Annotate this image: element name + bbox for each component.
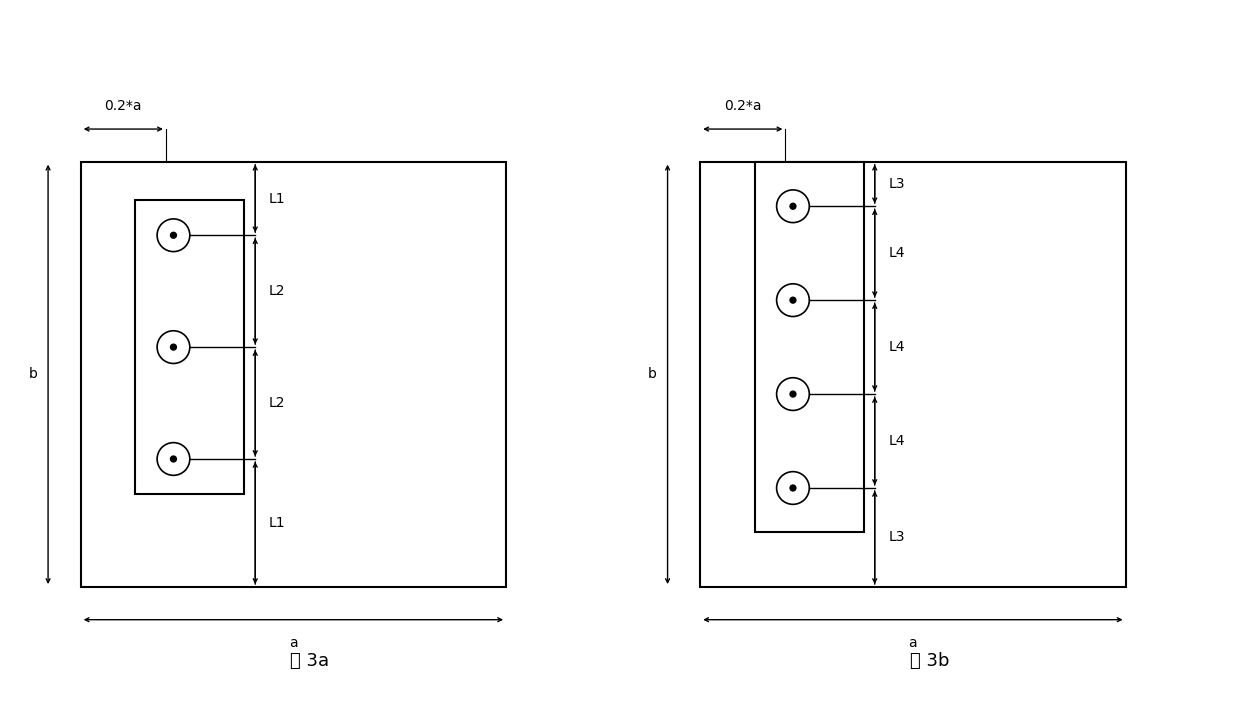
Text: L3: L3 bbox=[888, 177, 904, 191]
Text: L2: L2 bbox=[269, 396, 285, 410]
Text: a: a bbox=[908, 636, 917, 650]
Text: L4: L4 bbox=[888, 434, 904, 448]
Bar bbox=[135, 200, 244, 494]
Circle shape bbox=[171, 344, 176, 350]
Circle shape bbox=[790, 485, 795, 491]
Circle shape bbox=[171, 456, 176, 462]
Text: b: b bbox=[648, 367, 657, 381]
Circle shape bbox=[790, 297, 795, 303]
Bar bbox=[755, 161, 864, 533]
Text: b: b bbox=[28, 367, 37, 381]
Text: L4: L4 bbox=[888, 246, 904, 260]
Text: 0.2*a: 0.2*a bbox=[724, 99, 762, 113]
Circle shape bbox=[790, 204, 795, 209]
Text: L1: L1 bbox=[269, 516, 285, 530]
Text: L1: L1 bbox=[269, 192, 285, 206]
Text: 图 3a: 图 3a bbox=[290, 652, 330, 670]
Circle shape bbox=[171, 232, 176, 238]
Text: 0.2*a: 0.2*a bbox=[104, 99, 142, 113]
Bar bbox=[81, 161, 506, 587]
Bar bbox=[700, 161, 1125, 587]
Text: L3: L3 bbox=[888, 531, 904, 545]
Text: 图 3b: 图 3b bbox=[909, 652, 949, 670]
Circle shape bbox=[790, 391, 795, 397]
Text: L2: L2 bbox=[269, 284, 285, 298]
Text: L4: L4 bbox=[888, 340, 904, 354]
Text: a: a bbox=[289, 636, 297, 650]
